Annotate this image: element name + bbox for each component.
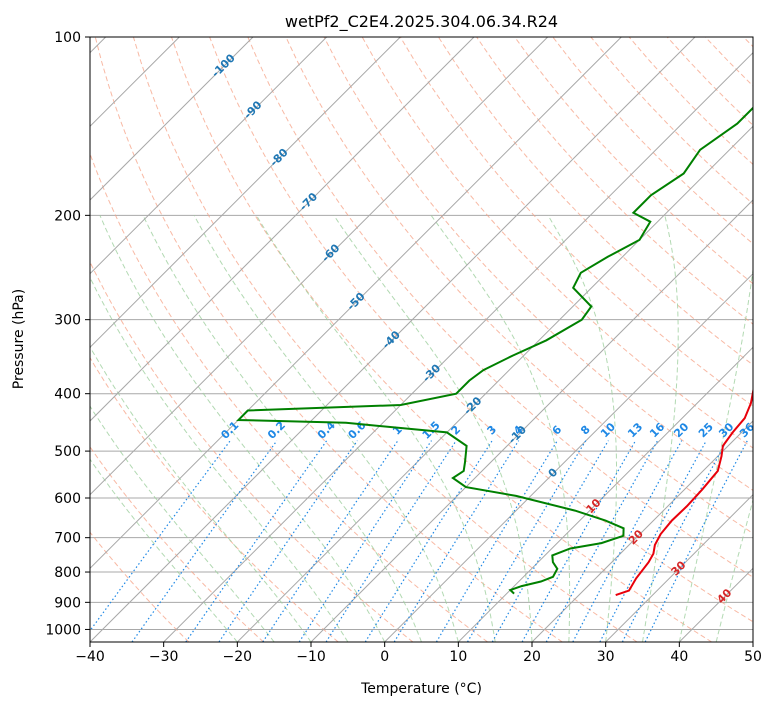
mixing-ratio-line xyxy=(491,440,609,642)
x-axis-label: Temperature (°C) xyxy=(360,681,482,697)
moist-adiabat-line xyxy=(255,215,496,642)
isotherm-line xyxy=(384,272,753,642)
mixing-ratio-line xyxy=(185,440,328,642)
y-tick-label: 100 xyxy=(54,30,81,46)
mixing-ratio-line xyxy=(364,440,493,642)
dry-adiabat-line xyxy=(247,37,753,578)
dry-adiabat-line xyxy=(171,37,712,642)
isotherm-line xyxy=(90,37,328,275)
mixing-ratio-line xyxy=(90,440,231,632)
x-axis-ticks: −40 −30 −20 −10 0 10 20 30 40 50 xyxy=(75,642,762,665)
dry-adiabat-line xyxy=(94,37,563,642)
y-tick-label: 800 xyxy=(54,565,81,581)
dry-adiabat-line xyxy=(514,37,753,285)
dry-adiabat-line xyxy=(323,37,753,491)
isotherm-line xyxy=(605,493,753,642)
dewpoint-profile-line xyxy=(236,106,753,595)
moist-adiabat-line xyxy=(547,215,617,642)
x-tick-label: 10 xyxy=(449,649,467,665)
dry-adiabat-line xyxy=(285,37,753,535)
dry-adiabat-line xyxy=(399,37,753,407)
isotherm-line xyxy=(236,125,753,642)
mixing-ratio-line xyxy=(298,440,432,642)
dry-adiabat-line xyxy=(209,37,753,623)
plot-frame xyxy=(89,36,754,643)
moist-adiabat-line xyxy=(430,215,571,642)
moist-adiabat-line xyxy=(99,215,386,642)
dry-adiabat-line xyxy=(90,531,190,642)
isotherm-line xyxy=(90,37,401,349)
mixing-ratio-line xyxy=(131,440,278,642)
isotherms xyxy=(90,37,753,642)
y-tick-label: 300 xyxy=(54,313,81,329)
moist-adiabat-line xyxy=(678,265,753,642)
isotherm-line xyxy=(163,51,753,642)
x-tick-label: −10 xyxy=(296,649,326,665)
mixing-ratio-line xyxy=(262,440,399,642)
isotherm-line xyxy=(457,346,753,642)
plot-background xyxy=(90,37,753,642)
y-tick-label: 700 xyxy=(54,531,81,547)
isotherm-line xyxy=(310,199,753,642)
mixing-ratio-line xyxy=(521,440,637,642)
moist-adiabat-line xyxy=(715,498,753,642)
y-tick-label: 200 xyxy=(54,208,81,224)
y-tick-label: 600 xyxy=(54,491,81,507)
moist-adiabat-line xyxy=(90,345,312,642)
isotherm-line xyxy=(90,37,475,422)
isotherm-line xyxy=(90,37,254,201)
dry-adiabat-line xyxy=(90,446,264,642)
x-tick-label: 40 xyxy=(670,649,688,665)
isotherm-line xyxy=(90,37,696,642)
y-tick-label: 500 xyxy=(54,444,81,460)
moist-adiabat-line xyxy=(90,458,238,642)
mixing-ratio-line xyxy=(393,440,520,642)
x-tick-label: 20 xyxy=(523,649,541,665)
mixing-ratio-lines xyxy=(90,440,748,642)
mixing-ratio-line xyxy=(435,440,558,642)
isotherm-line xyxy=(531,420,753,642)
x-tick-label: 50 xyxy=(744,649,762,665)
mixing-ratio-line xyxy=(644,440,748,642)
mixing-ratio-line xyxy=(466,440,587,642)
y-tick-label: 900 xyxy=(54,595,81,611)
y-axis-label: Pressure (hPa) xyxy=(11,289,27,389)
moist-adiabat-line xyxy=(142,215,422,642)
dry-adiabat-line xyxy=(437,37,753,366)
moist-adiabat-line xyxy=(193,215,459,642)
moist-adiabat-line xyxy=(642,215,679,642)
y-tick-label: 400 xyxy=(54,387,81,403)
dry-adiabat-line xyxy=(90,356,339,642)
isotherm-line xyxy=(90,37,549,496)
dry-adiabat-line xyxy=(361,37,753,449)
isotherm-line xyxy=(90,37,622,570)
dry-adiabat-line xyxy=(132,37,638,642)
dry-adiabat-line xyxy=(90,152,488,642)
x-tick-label: −40 xyxy=(75,649,105,665)
mixing-ratio-line xyxy=(325,440,457,642)
x-tick-label: 0 xyxy=(380,649,389,665)
y-tick-label: 1000 xyxy=(45,622,81,638)
temperature-profile-line xyxy=(615,386,753,597)
chart-title: wetPf2_C2E4.2025.304.06.34.R24 xyxy=(285,12,558,32)
mixing-ratio-line xyxy=(572,440,683,642)
x-tick-label: 30 xyxy=(597,649,615,665)
x-tick-label: −30 xyxy=(149,649,179,665)
y-axis-ticks: 100 200 300 400 500 600 700 800 900 1000 xyxy=(45,30,90,638)
mixing-ratio-line xyxy=(545,440,659,642)
x-tick-label: −20 xyxy=(223,649,253,665)
